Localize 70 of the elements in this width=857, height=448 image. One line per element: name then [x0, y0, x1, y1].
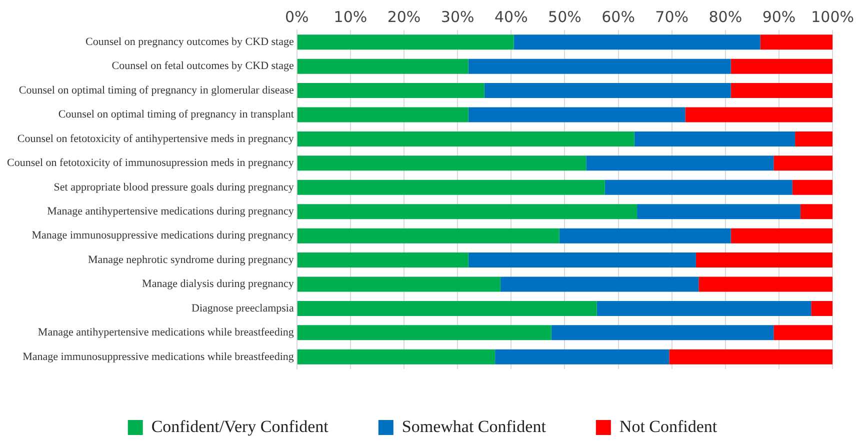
bar [297, 349, 496, 364]
bar [774, 156, 833, 171]
bar [800, 204, 833, 220]
bar [297, 107, 468, 122]
bar [774, 325, 833, 340]
x-tick-label: 40% [494, 8, 528, 26]
x-tick-label: 70% [655, 8, 689, 26]
y-tick-label: Manage antihypertensive medications during pregnancy [47, 206, 294, 218]
bar [811, 300, 833, 316]
y-tick-label: Manage immunosuppressive medications while breastfeeding [22, 350, 294, 363]
bar [604, 180, 792, 195]
y-tick-label: Manage nephrotic syndrome during pregnancy [88, 254, 294, 266]
bar [637, 204, 800, 220]
bar [730, 83, 833, 98]
bar [297, 58, 468, 74]
bar [795, 131, 833, 146]
bar [698, 276, 833, 292]
bar [297, 325, 552, 340]
bar [730, 58, 833, 74]
bar [730, 228, 833, 244]
x-tick-label: 60% [602, 8, 635, 26]
bar [468, 252, 696, 268]
bar [760, 34, 833, 50]
x-tick-label: 30% [440, 8, 474, 26]
bar [297, 300, 597, 316]
x-tick-label: 100% [811, 8, 854, 26]
y-tick-label: Manage antihypertensive medications while breastfeeding [38, 326, 294, 339]
bar [685, 107, 833, 122]
x-tick-label: 20% [387, 8, 421, 26]
x-tick-label: 80% [708, 8, 742, 26]
bar [484, 83, 731, 98]
y-tick-label: Manage dialysis during pregnancy [142, 278, 294, 290]
y-tick-label: Manage immunosuppressive medications during pregnancy [32, 230, 294, 242]
bar [634, 131, 796, 146]
bar [500, 276, 699, 292]
x-tick-label: 10% [334, 8, 368, 26]
bar [495, 349, 670, 364]
bar [297, 180, 605, 195]
bar [586, 156, 774, 171]
y-tick-label: Counsel on fetal outcomes by CKD stage [112, 60, 294, 72]
y-tick-label: Counsel on fetotoxicity of antihypertensive meds in pregnancy [17, 132, 294, 145]
y-tick-label: Counsel on optimal timing of pregnancy in transplant [58, 108, 294, 121]
bar [551, 325, 774, 340]
bar [297, 276, 500, 292]
bar [297, 228, 560, 244]
legend-label: Not Confident [619, 416, 718, 436]
bar [596, 300, 812, 316]
bar [696, 252, 833, 268]
legend-label: Confident/Very Confident [151, 416, 329, 436]
bar [297, 34, 514, 50]
bar [297, 131, 634, 146]
y-tick-label: Counsel on fetotoxicity of immunosupression meds in pregnancy [6, 157, 294, 170]
bar [514, 34, 760, 50]
bar [297, 156, 586, 171]
bar [297, 204, 638, 220]
y-tick-label: Counsel on pregnancy outcomes by CKD stage [86, 36, 294, 48]
legend-label: Somewhat Confident [402, 416, 546, 436]
bar [559, 228, 731, 244]
bar [468, 58, 731, 74]
y-tick-label: Set appropriate blood pressure goals during pregnancy [54, 181, 294, 194]
y-tick-label: Counsel on optimal timing of pregnancy in glomerular disease [18, 84, 294, 96]
bar [297, 252, 468, 268]
bar [468, 107, 686, 122]
x-tick-label: 50% [548, 8, 582, 26]
x-tick-label: 90% [762, 8, 796, 26]
bar [297, 83, 484, 98]
bar [669, 349, 833, 364]
bar [792, 180, 833, 195]
x-tick-label: 0% [284, 8, 309, 26]
y-tick-label: Diagnose preeclampsia [192, 302, 294, 314]
